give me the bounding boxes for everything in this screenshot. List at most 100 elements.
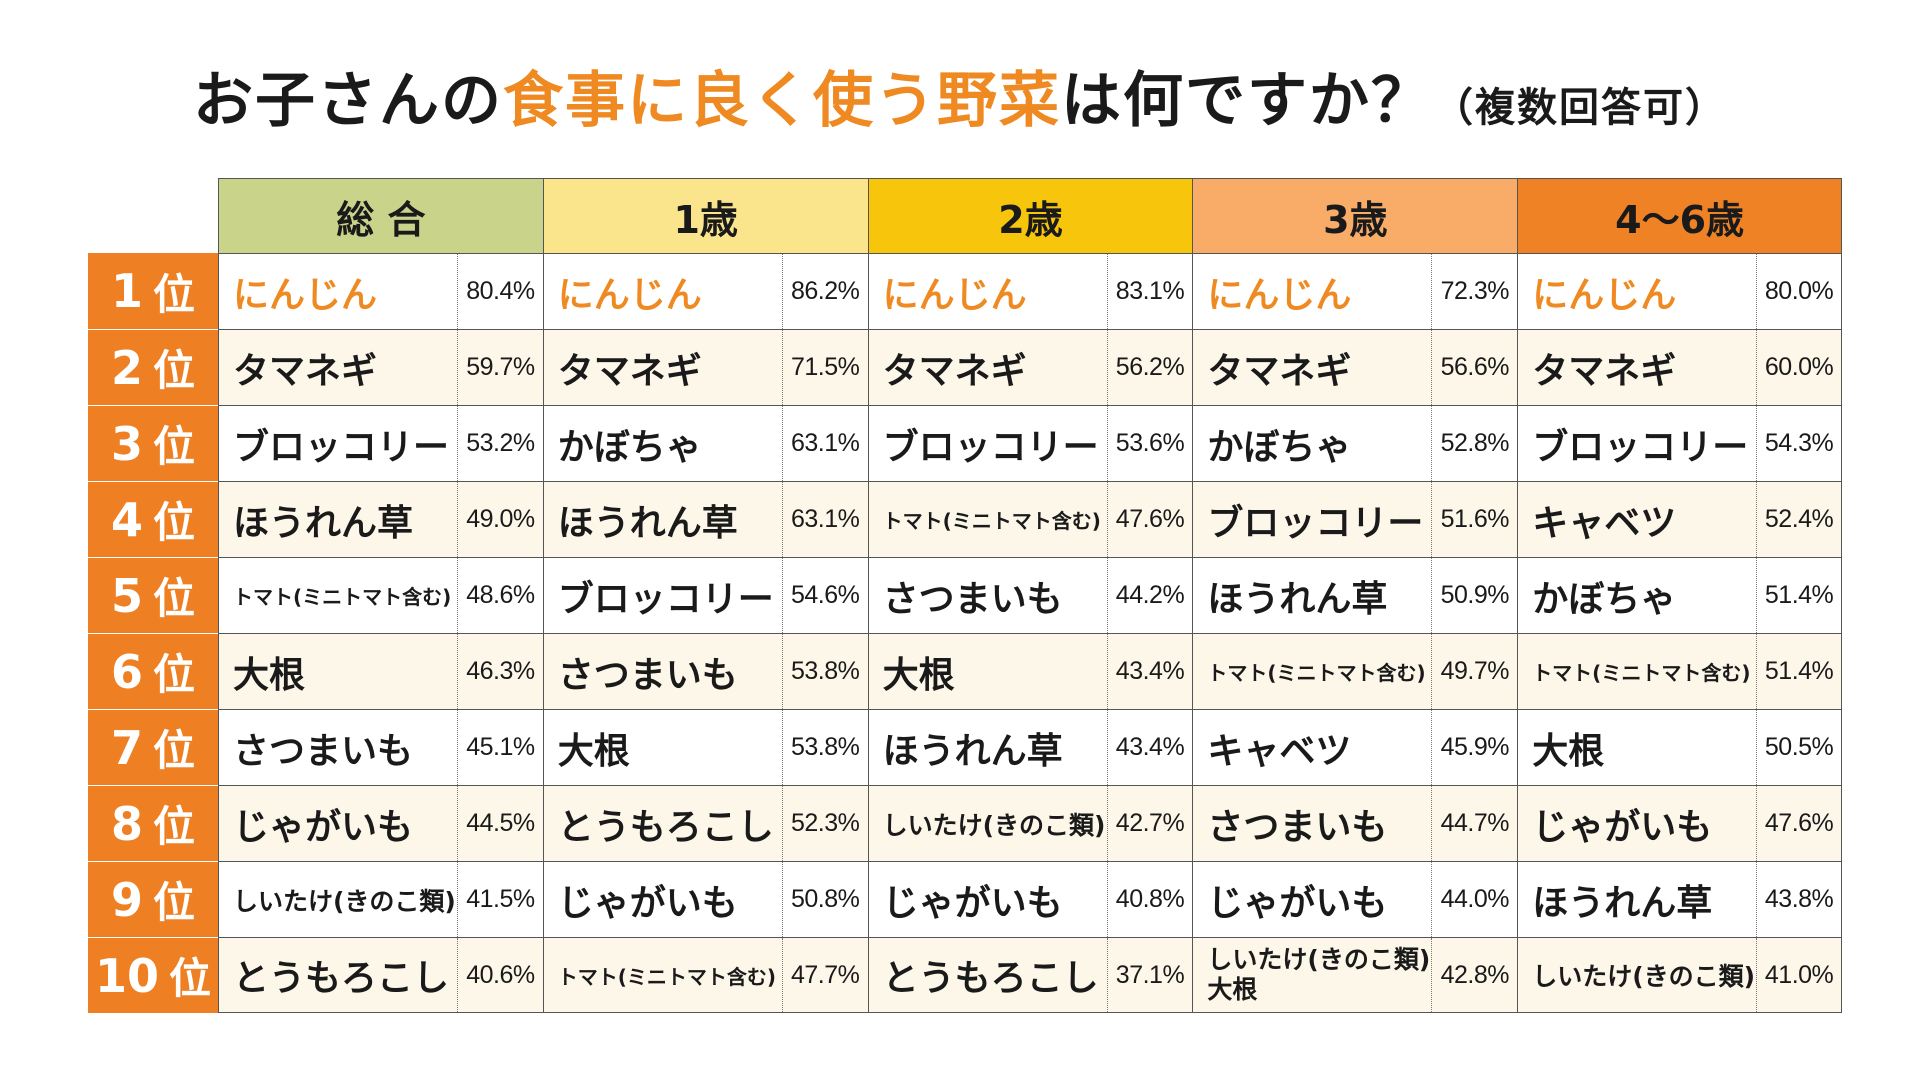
vegetable-text: かぼちゃ [1207,426,1352,468]
table-cell: トマト(ミニトマト含む) 47.6% [867,481,1193,557]
percentage-value: 43.8% [1764,885,1834,913]
percentage-value: 40.6% [466,960,535,989]
table-cell: じゃがいも 50.8% [542,861,868,937]
vegetable-name: 大根 [219,634,458,709]
vegetable-text: しいたけ(きのこ類) [1207,945,1431,974]
table-cell: ブロッコリー 53.6% [867,405,1193,481]
percentage-value: 42.8% [1440,960,1510,989]
table-cell: ほうれん草 50.9% [1192,557,1518,633]
vegetable-text: かぼちゃ [557,426,702,468]
table-cell: タマネギ 59.7% [218,329,543,405]
percentage-value: 71.5% [791,353,860,381]
vegetable-name: トマト(ミニトマト含む) [219,558,458,633]
rank-number: 1 [110,264,143,318]
vegetable-name: さつまいも [544,634,783,709]
vegetable-text: キャベツ [1207,730,1352,772]
percentage-value: 40.8% [1115,885,1185,913]
table-cell: さつまいも 53.8% [542,633,868,709]
table-cell: とうもろこし 40.6% [218,937,543,1013]
title-accent: 食事に良く使う野菜 [503,66,1061,136]
percentage-value: 50.5% [1764,733,1834,761]
percentage-value: 45.9% [1440,733,1510,761]
table-cell: さつまいも 44.2% [867,557,1193,633]
percentage-value: 47.6% [1764,809,1834,837]
table-cell: さつまいも 44.7% [1192,785,1518,861]
rank-number: 4 [110,492,143,547]
table-cell: しいたけ(きのこ類) 42.7% [867,785,1193,861]
vegetable-name: とうもろこし [219,938,458,1012]
vegetable-name: とうもろこし [544,786,783,861]
table-cell: トマト(ミニトマト含む) 51.4% [1517,633,1842,709]
vegetable-name: かぼちゃ [544,406,783,481]
percentage-value: 80.0% [1764,277,1834,305]
table-cell: タマネギ 71.5% [542,329,868,405]
table-cell: かぼちゃ 52.8% [1192,405,1518,481]
title-part1: お子さんの [193,66,503,136]
vegetable-name: ほうれん草 [1518,862,1758,937]
percentage-value: 45.1% [466,733,535,761]
table-cell: 大根 53.8% [542,709,868,785]
table-cell: タマネギ 56.6% [1192,329,1518,405]
vegetable-name: ほうれん草 [219,482,458,557]
percentage-value: 50.8% [791,885,860,913]
group-header: 2歳 [867,178,1193,253]
vegetable-text: ほうれん草 [1532,882,1713,924]
vegetable-name: トマト(ミニトマト含む) [869,482,1108,557]
percentage-value: 51.6% [1440,505,1510,533]
vegetable-name: タマネギ [219,330,458,405]
vegetable-name: しいたけ(きのこ類) 大根 [1193,938,1433,1012]
rank-suffix: 位 [153,650,196,699]
table-cell: じゃがいも 47.6% [1517,785,1842,861]
table-cell: じゃがいも 40.8% [867,861,1193,937]
vegetable-text: にんじん [1207,274,1352,316]
vegetable-text: タマネギ [1532,350,1677,392]
vegetable-text: トマト(ミニトマト含む) [557,964,777,989]
percentage-value: 56.6% [1440,353,1510,381]
vegetable-name: タマネギ [1193,330,1433,405]
percentage-value: 80.4% [466,277,535,305]
percentage-value: 83.1% [1115,277,1185,305]
vegetable-text: タマネギ [882,350,1027,392]
table-cell: 大根 46.3% [218,633,543,709]
title-paren: （複数回答可） [1433,85,1727,131]
percentage-value: 54.3% [1764,429,1834,457]
percentage-value: 60.0% [1764,353,1834,381]
table-cell: しいたけ(きのこ類) 41.0% [1517,937,1842,1013]
vegetable-text: さつまいも [882,578,1063,620]
vegetable-text: 大根 [882,654,955,696]
vegetable-name: じゃがいも [1518,786,1758,861]
vegetable-name: トマト(ミニトマト含む) [1518,634,1758,709]
percentage-value: 49.7% [1440,657,1510,685]
vegetable-text: 大根 [233,654,306,696]
vegetable-text: とうもろこし [557,806,774,848]
vegetable-text: ほうれん草 [557,502,738,544]
percentage-value: 44.0% [1440,885,1510,913]
rank-suffix: 位 [169,954,212,1003]
percentage-value: 53.8% [791,657,860,685]
rank-suffix: 位 [153,346,196,395]
vegetable-text: にんじん [882,274,1027,316]
percentage-value: 42.7% [1115,809,1185,837]
rank-suffix: 位 [153,574,196,623]
percentage-value: 37.1% [1115,960,1185,989]
vegetable-name: 大根 [1518,710,1758,785]
rank-number: 7 [110,720,143,775]
table-cell: にんじん 86.2% [542,253,868,329]
percentage-value: 41.0% [1764,960,1834,989]
percentage-value: 44.2% [1115,581,1185,609]
vegetable-text: しいたけ(きのこ類) [233,886,456,916]
ranking-table: 総 合 1歳 2歳 3歳 4～6歳 1 位にんじん 80.4% にんじん 86.2% にんじん 83.… [88,178,1844,1013]
vegetable-text: ブロッコリー [882,426,1099,468]
vegetable-name: ブロッコリー [869,406,1108,481]
vegetable-name: しいたけ(きのこ類) [219,862,458,937]
percentage-value: 63.1% [791,429,860,457]
table-cell: じゃがいも 44.5% [218,785,543,861]
vegetable-name: じゃがいも [1193,862,1433,937]
vegetable-text: タマネギ [1207,350,1352,392]
percentage-value: 72.3% [1440,277,1510,305]
percentage-value: 49.0% [466,505,535,533]
group-header: 3歳 [1192,178,1518,253]
vegetable-text: トマト(ミニトマト含む) [1532,661,1751,685]
